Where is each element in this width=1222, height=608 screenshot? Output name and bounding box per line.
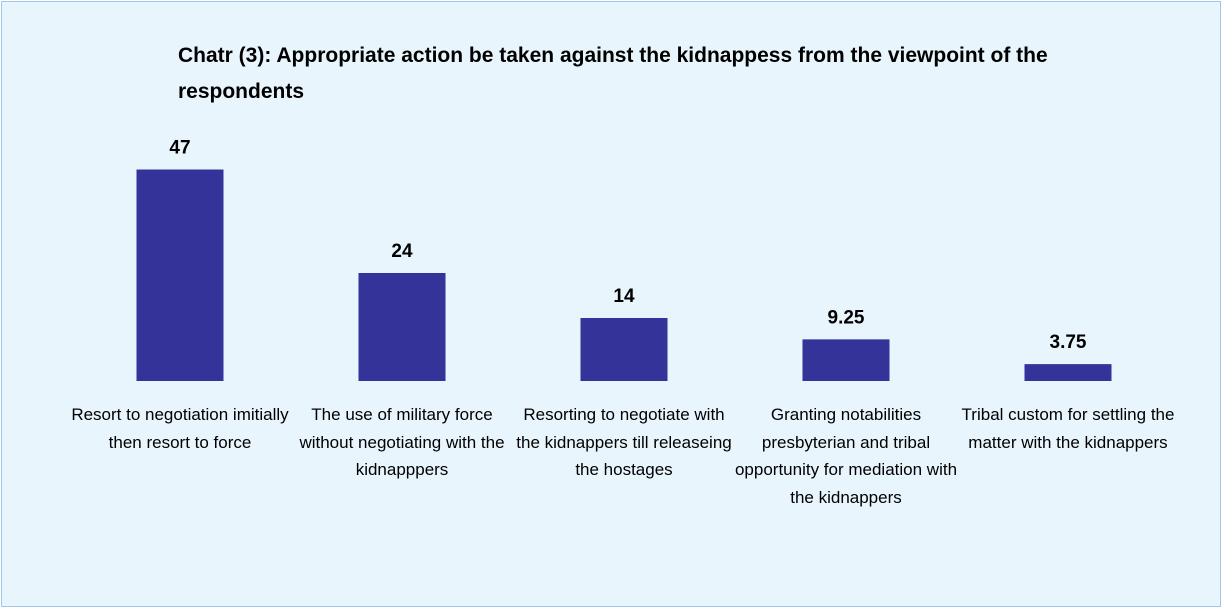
- category-label-2: The use of military force without negoti…: [299, 405, 505, 479]
- chart-title: Chatr (3): Appropriate action be taken a…: [178, 44, 1048, 103]
- bar-1: [136, 169, 224, 381]
- bars-group: [136, 169, 1112, 381]
- category-label-5: Tribal custom for settling the matter wi…: [961, 405, 1175, 452]
- bar-3: [580, 318, 668, 381]
- data-label-1: 47: [169, 138, 190, 159]
- data-label-5: 3.75: [1050, 332, 1087, 353]
- value-labels-group: 47 24 14 9.25 3.75: [169, 138, 1086, 354]
- data-label-3: 14: [613, 286, 635, 307]
- category-label-4: Granting notabilities presbyterian and t…: [734, 405, 958, 507]
- bar-4: [802, 339, 890, 381]
- category-label-3: Resorting to negotiate with the kidnappe…: [516, 405, 732, 479]
- data-label-2: 24: [391, 241, 413, 262]
- category-label-1: Resort to negotiation imitially then res…: [71, 405, 289, 452]
- bar-5: [1024, 364, 1112, 381]
- data-label-4: 9.25: [828, 307, 865, 328]
- bar-2: [358, 273, 446, 381]
